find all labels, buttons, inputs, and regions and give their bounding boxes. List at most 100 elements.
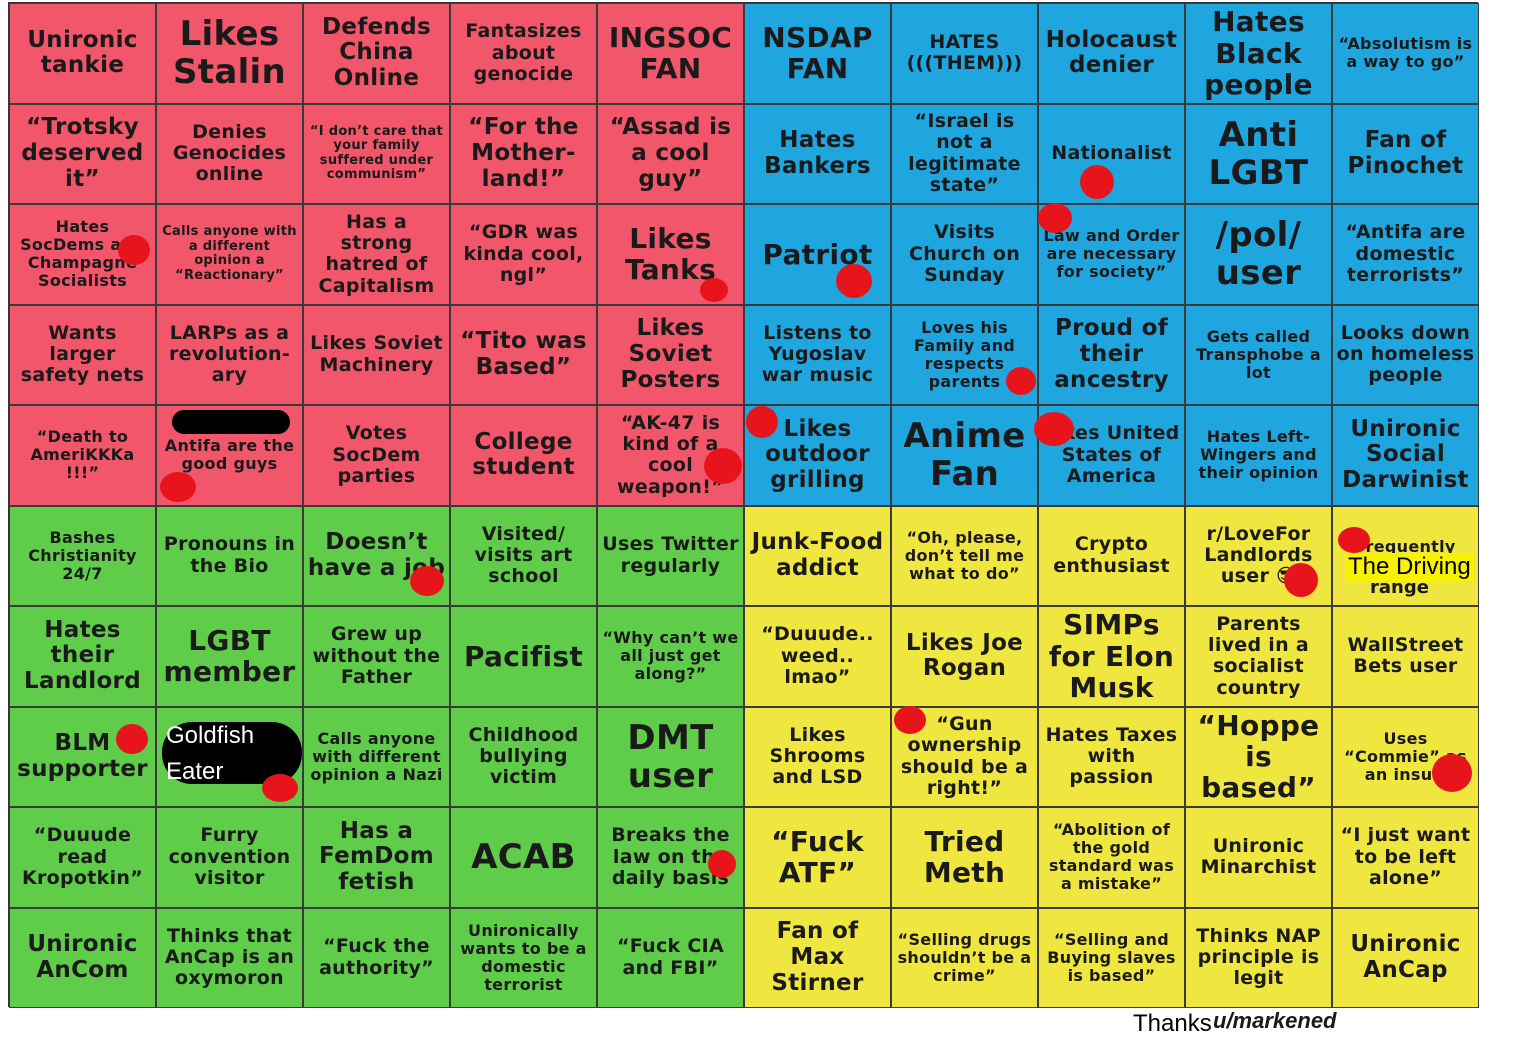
bingo-cell-label: Likes Tanks [624, 221, 717, 287]
red-mark [116, 724, 148, 754]
bingo-cell-label: Unironic Social Darwinist [1342, 415, 1469, 494]
bingo-cell-label: “Assad is a cool guy” [609, 114, 732, 192]
censor-blot-goldfish [162, 722, 302, 784]
red-mark [1284, 563, 1318, 597]
bingo-cell-label: Childhood bullying victim [468, 723, 579, 789]
bingo-cell: Fantasizes about genocide [450, 3, 597, 104]
bingo-cell-label: “Hoppe is based” [1197, 708, 1320, 805]
bingo-cell-label: “Fuck CIA and FBI” [617, 935, 724, 979]
bingo-cell: Junk-Food addict [744, 505, 891, 606]
bingo-cell-label: Grew up without the Father [312, 623, 441, 688]
bingo-cell: LARPs as a revolution-ary [156, 304, 303, 405]
bingo-cell: “For the Mother-land!” [450, 103, 597, 204]
red-mark [746, 406, 778, 438]
bingo-cell: “Hoppe is based” [1185, 706, 1332, 807]
bingo-cell-label: Antifa are the good guys [164, 436, 295, 474]
bingo-cell: Breaks the law on the daily basis [597, 807, 744, 908]
bingo-cell-label: “Selling and Buying slaves is based” [1047, 929, 1176, 985]
bingo-cell-label: Holocaust denier [1045, 26, 1178, 79]
bingo-cell-label: NSDAP FAN [762, 20, 873, 86]
driving-range-rest: range [1370, 577, 1429, 598]
bingo-cell: “Abolition of the gold standard was a mi… [1038, 807, 1185, 908]
bingo-cell-label: /pol/ user [1215, 215, 1302, 294]
bingo-cell: Grew up without the Father [303, 606, 450, 707]
bingo-cell-label: Tried Meth [923, 824, 1006, 890]
bingo-cell: Fan of Max Stirner [744, 907, 891, 1008]
bingo-cell: ACAB [450, 807, 597, 908]
bingo-cell: Hates Left-Wingers and their opinion [1185, 405, 1332, 506]
bingo-cell-label: ACAB [471, 837, 576, 878]
bingo-cell: Anime Fan [891, 405, 1038, 506]
bingo-cell-label: “AK-47 is kind of a cool weapon!” [617, 411, 724, 498]
bingo-cell: Likes United States of America [1038, 405, 1185, 506]
bingo-cell-label: Likes Shrooms and LSD [769, 723, 866, 789]
bingo-cell: “Fuck the authority” [303, 907, 450, 1008]
bingo-cell-label: Fan of Max Stirner [771, 918, 864, 996]
bingo-cell-label: Unironic AnCom [27, 931, 138, 983]
bingo-cell: WallStreet Bets user [1332, 606, 1479, 707]
bingo-cell: Bashes Christianity 24/7 [9, 505, 156, 606]
bingo-cell: “I just want to be left alone” [1332, 807, 1479, 908]
bingo-cell-label: Unironic tankie [27, 26, 138, 79]
bingo-cell: DMT user [597, 706, 744, 807]
bingo-cell-label: Anime Fan [903, 416, 1026, 495]
bingo-cell-label: Hates Left-Wingers and their opinion [1198, 427, 1319, 483]
red-mark [1006, 367, 1036, 395]
bingo-cell: Listens to Yugoslav war music [744, 304, 891, 405]
bingo-cell-label: Thinks NAP principle is legit [1196, 924, 1321, 990]
bingo-cell-label: Looks down on homeless people [1336, 321, 1475, 387]
bingo-cell: Unironic Minarchist [1185, 807, 1332, 908]
bingo-cell: Has a FemDom fetish [303, 807, 450, 908]
bingo-cell-label: “Selling drugs shouldn’t be a crime” [897, 929, 1032, 985]
bingo-cell-label: Visits Church on Sunday [908, 221, 1021, 286]
bingo-cell-label: Hates Bankers [764, 127, 871, 179]
bingo-cell-label: “Oh, please, don’t tell me what to do” [904, 527, 1025, 583]
bingo-cell-label: SIMPs for Elon Musk [1048, 608, 1175, 704]
bingo-cell: “Selling and Buying slaves is based” [1038, 907, 1185, 1008]
bingo-cell: Uses Twitter regularly [597, 505, 744, 606]
bingo-cell: Has a strong hatred of Capitalism [303, 204, 450, 305]
bingo-cell: /pol/ user [1185, 204, 1332, 305]
bingo-cell: Looks down on homeless people [1332, 304, 1479, 405]
bingo-cell: Crypto enthusiast [1038, 505, 1185, 606]
bingo-cell: “Duuude read Kropotkin” [9, 807, 156, 908]
bingo-cell-label: Breaks the law on the daily basis [611, 824, 730, 889]
red-mark [836, 264, 872, 298]
bingo-cell-label: Calls anyone with a different opinion a … [162, 224, 297, 283]
bingo-cell-label: “Duuude.. weed.. lmao” [761, 623, 874, 688]
bingo-cell: Likes Shrooms and LSD [744, 706, 891, 807]
driving-range-highlight: The Driving [1346, 553, 1473, 581]
bingo-cell-label: College student [472, 428, 575, 481]
bingo-cell-label: “Absolutism is a way to go” [1338, 34, 1473, 72]
bingo-cell: Unironic AnCap [1332, 907, 1479, 1008]
bingo-cell-label: “Gun ownership should be a right!” [900, 713, 1029, 800]
bingo-cell-label: Defends China Online [322, 13, 431, 92]
bingo-cell-label: Likes Joe Rogan [905, 629, 1024, 682]
bingo-cell: Proud of their ancestry [1038, 304, 1185, 405]
bingo-cell: Anti LGBT [1185, 103, 1332, 204]
bingo-cell-label: “Fuck ATF” [771, 824, 864, 890]
red-mark [704, 448, 742, 484]
bingo-cell: Pronouns in the Bio [156, 505, 303, 606]
bingo-cell-label: BLM supporter [17, 730, 148, 782]
bingo-cell-label: Gets called Transphobe a lot [1196, 326, 1321, 382]
bingo-cell-label: Unironic Minarchist [1200, 834, 1317, 879]
bingo-cell-label: Uses Twitter regularly [602, 533, 739, 577]
bingo-cell: Unironically wants to be a domestic terr… [450, 907, 597, 1008]
bingo-cell: Likes Joe Rogan [891, 606, 1038, 707]
red-mark [894, 706, 926, 734]
bingo-cell: “Tito was Based” [450, 304, 597, 405]
bingo-cell: Pacifist [450, 606, 597, 707]
bingo-cell-label: “GDR was kinda cool, ngl” [463, 221, 584, 286]
bingo-cell: “Gun ownership should be a right!” [891, 706, 1038, 807]
bingo-cell-label: Pacifist [463, 639, 584, 673]
bingo-cell-label: “I don’t care that your family suffered … [309, 123, 444, 183]
bingo-cell: Visits Church on Sunday [891, 204, 1038, 305]
red-mark [410, 566, 444, 596]
bingo-cell: Hates Black people [1185, 3, 1332, 104]
bingo-cell: Gets called Transphobe a lot [1185, 304, 1332, 405]
bingo-cell-label: “For the Mother-land!” [468, 114, 579, 192]
bingo-cell: Thinks that AnCap is an oxymoron [156, 907, 303, 1008]
bingo-cell: Furry convention visitor [156, 807, 303, 908]
red-mark [160, 472, 196, 502]
